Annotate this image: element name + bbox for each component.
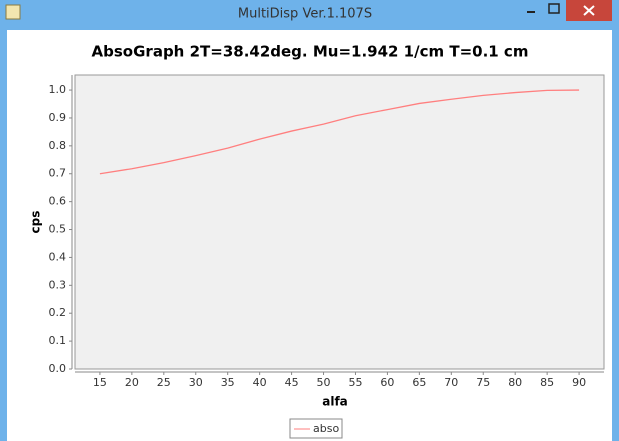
x-tick-label: 65	[412, 376, 426, 389]
x-tick-label: 75	[476, 376, 490, 389]
x-tick-label: 70	[444, 376, 458, 389]
x-tick-label: 90	[572, 376, 586, 389]
y-tick-label: 0.9	[49, 111, 67, 124]
x-tick-label: 15	[93, 376, 107, 389]
y-axis-label: cps	[29, 211, 43, 234]
x-tick-label: 85	[540, 376, 554, 389]
app-icon	[5, 4, 21, 20]
close-icon	[583, 5, 595, 16]
maximize-icon	[548, 3, 560, 14]
data-line	[99, 89, 580, 175]
x-tick-label: 25	[157, 376, 171, 389]
y-tick-label: 0.0	[49, 362, 67, 375]
x-axis-label: alfa	[322, 395, 348, 409]
minimize-button[interactable]	[520, 0, 542, 20]
y-tick-label: 0.1	[49, 334, 67, 347]
window-title: MultiDisp Ver.1.107S	[238, 7, 372, 22]
close-button[interactable]	[566, 0, 612, 21]
y-tick-label: 1.0	[49, 83, 67, 96]
y-tick-label: 0.7	[49, 167, 67, 180]
y-tick-label: 0.3	[49, 278, 67, 291]
chart-title: AbsoGraph 2T=38.42deg. Mu=1.942 1/cm T=0…	[92, 43, 529, 61]
x-tick-label: 55	[348, 376, 362, 389]
x-tick-label: 80	[508, 376, 522, 389]
plot-area	[74, 74, 605, 370]
y-tick-label: 0.8	[49, 139, 67, 152]
x-tick-label: 45	[285, 376, 299, 389]
legend	[289, 418, 343, 439]
x-tick-label: 35	[221, 376, 235, 389]
x-tick-label: 40	[253, 376, 267, 389]
y-tick-label: 0.6	[49, 195, 67, 208]
maximize-area[interactable]	[543, 0, 565, 20]
y-tick-label: 0.4	[49, 250, 67, 263]
x-tick-label: 20	[125, 376, 139, 389]
x-tick-label: 60	[380, 376, 394, 389]
legend-label: abso	[313, 422, 339, 435]
x-tick-label: 30	[189, 376, 203, 389]
y-tick-label: 0.5	[49, 223, 67, 236]
maximize-button[interactable]	[543, 0, 565, 20]
x-tick-label: 50	[317, 376, 331, 389]
y-tick-label: 0.2	[49, 306, 67, 319]
minimize-area[interactable]	[520, 0, 542, 20]
